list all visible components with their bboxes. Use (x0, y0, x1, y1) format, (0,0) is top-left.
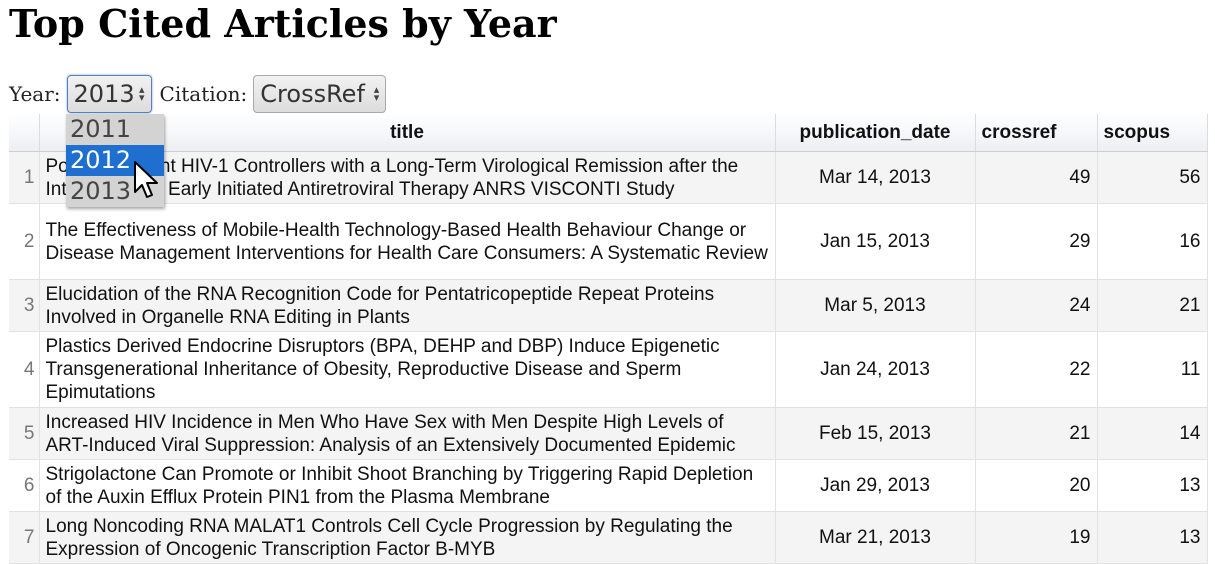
table-row[interactable]: 3 Elucidation of the RNA Recognition Cod… (9, 279, 1208, 332)
table-row[interactable]: 1 Post-Treatment HIV-1 Controllers with … (9, 151, 1208, 204)
citation-label: Citation: (159, 82, 248, 106)
page-title: Top Cited Articles by Year (9, 1, 557, 46)
column-header-crossref[interactable]: crossref (975, 114, 1098, 152)
publication-date: Mar 14, 2013 (775, 151, 976, 204)
column-header-publication-date[interactable]: publication_date (775, 114, 976, 152)
publication-date: Jan 29, 2013 (775, 459, 976, 512)
column-header-scopus[interactable]: scopus (1097, 114, 1208, 152)
crossref-count: 49 (975, 151, 1098, 204)
scopus-count: 11 (1097, 331, 1208, 408)
crossref-count: 24 (975, 279, 1098, 332)
article-title: Plastics Derived Endocrine Disruptors (B… (39, 331, 776, 408)
row-index: 7 (9, 511, 40, 564)
article-title: Elucidation of the RNA Recognition Code … (39, 279, 776, 332)
year-option-2012[interactable]: 2012 (66, 145, 164, 176)
table-row[interactable]: 6 Strigolactone Can Promote or Inhibit S… (9, 459, 1208, 512)
publication-date: Mar 5, 2013 (775, 279, 976, 332)
crossref-count: 22 (975, 331, 1098, 408)
column-header-index[interactable] (9, 114, 40, 152)
table-row[interactable]: 5 Increased HIV Incidence in Men Who Hav… (9, 407, 1208, 460)
table-row[interactable]: 4 Plastics Derived Endocrine Disruptors … (9, 331, 1208, 408)
article-title: The Effectiveness of Mobile-Health Techn… (39, 203, 776, 280)
publication-date: Feb 15, 2013 (775, 407, 976, 460)
publication-date: Jan 24, 2013 (775, 331, 976, 408)
row-index: 2 (9, 203, 40, 280)
row-index: 4 (9, 331, 40, 408)
year-option-2013[interactable]: 2013 (70, 177, 132, 205)
year-option-2011[interactable]: 2011 (70, 115, 132, 143)
row-index: 1 (9, 151, 40, 204)
citation-select[interactable]: CrossRef ▴ ▾ (253, 75, 387, 113)
mouse-pointer-icon (133, 160, 161, 204)
crossref-count: 21 (975, 407, 1098, 460)
article-title: Increased HIV Incidence in Men Who Have … (39, 407, 776, 460)
year-select-value: 2013 (73, 80, 135, 108)
crossref-count: 19 (975, 511, 1098, 564)
updown-arrows-icon: ▴ ▾ (373, 83, 380, 104)
article-title: Long Noncoding RNA MALAT1 Controls Cell … (39, 511, 776, 564)
filter-controls: Year: 2013 ▴ ▾ Citation: CrossRef ▴ ▾ (9, 74, 394, 114)
scopus-count: 21 (1097, 279, 1208, 332)
citation-select-value: CrossRef (260, 80, 365, 108)
scopus-count: 56 (1097, 151, 1208, 204)
year-select[interactable]: 2013 ▴ ▾ (66, 75, 152, 113)
crossref-count: 29 (975, 203, 1098, 280)
scopus-count: 13 (1097, 511, 1208, 564)
articles-table-container: title publication_date crossref scopus 1… (9, 114, 1215, 564)
scopus-count: 14 (1097, 407, 1208, 460)
row-index: 6 (9, 459, 40, 512)
crossref-count: 20 (975, 459, 1098, 512)
articles-table: title publication_date crossref scopus 1… (9, 114, 1208, 564)
article-title: Strigolactone Can Promote or Inhibit Sho… (39, 459, 776, 512)
row-index: 3 (9, 279, 40, 332)
updown-arrows-icon: ▴ ▾ (139, 83, 145, 104)
scopus-count: 13 (1097, 459, 1208, 512)
scopus-count: 16 (1097, 203, 1208, 280)
publication-date: Jan 15, 2013 (775, 203, 976, 280)
table-row[interactable]: 2 The Effectiveness of Mobile-Health Tec… (9, 203, 1208, 280)
year-label: Year: (9, 82, 61, 106)
publication-date: Mar 21, 2013 (775, 511, 976, 564)
table-row[interactable]: 7 Long Noncoding RNA MALAT1 Controls Cel… (9, 511, 1208, 564)
table-header-row: title publication_date crossref scopus (9, 114, 1208, 152)
row-index: 5 (9, 407, 40, 460)
